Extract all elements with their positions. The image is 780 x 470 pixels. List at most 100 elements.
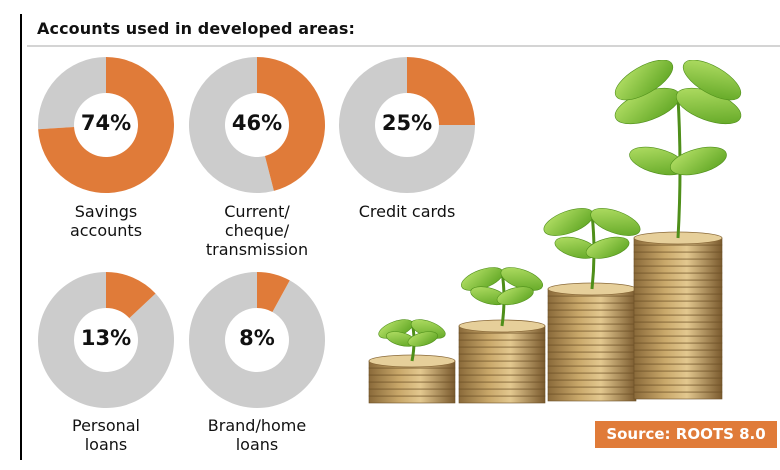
header-divider	[27, 45, 780, 47]
coin-icon	[633, 307, 723, 316]
coin-icon	[547, 330, 637, 339]
donut-caption: Current/cheque/transmission	[182, 202, 332, 259]
leaf-icon	[543, 208, 594, 236]
coin-icon	[547, 337, 637, 346]
coin-icon	[633, 251, 723, 260]
donut-caption: Credit cards	[332, 202, 482, 221]
donut-value-slice	[257, 272, 290, 312]
donut-value-label: 8%	[239, 326, 275, 350]
coin-icon	[547, 358, 637, 367]
donut-value-slice	[257, 57, 325, 191]
donut-remainder-slice	[37, 272, 174, 408]
left-divider	[20, 14, 22, 460]
coin-icon	[368, 367, 456, 376]
donut-caption-line: transmission	[205, 240, 309, 259]
donut-svg	[38, 57, 175, 193]
donut-caption: Savings accounts	[31, 202, 181, 240]
coin-icon	[633, 272, 723, 281]
coin-icon	[368, 388, 456, 397]
donut-caption-line: Savings	[74, 202, 138, 221]
coin-icon	[547, 316, 637, 325]
coin-icon	[547, 344, 637, 353]
donut-caption-line: loans	[84, 435, 128, 454]
coin-icon	[633, 363, 723, 372]
coin-icon	[368, 395, 456, 404]
coin-icon	[458, 360, 546, 369]
coin-icon	[547, 386, 637, 395]
coin-icon	[633, 342, 723, 351]
chart-title: Accounts used in developed areas:	[37, 19, 356, 38]
coin-icon	[368, 381, 456, 390]
leaf-icon	[590, 208, 641, 236]
coin-icon	[633, 391, 723, 400]
donut-value-label: 13%	[80, 326, 132, 350]
coin-icon	[633, 300, 723, 309]
coin-icon	[633, 279, 723, 288]
donut-value-slice	[407, 57, 475, 125]
donut-caption-line: accounts	[69, 221, 143, 240]
coin-icon	[458, 381, 546, 390]
coin-icon	[633, 328, 723, 337]
coin-icon	[368, 374, 456, 383]
coin-icon	[633, 384, 723, 393]
coin-icon	[547, 295, 637, 304]
coin-icon	[458, 332, 546, 341]
donut-chart: 13%	[36, 270, 176, 410]
coin-icon	[547, 379, 637, 388]
donut-remainder-slice	[38, 57, 106, 130]
coin-icon	[458, 353, 546, 362]
coin-icon	[633, 244, 723, 253]
coin-icon	[633, 335, 723, 344]
donut-chart: 74%	[36, 55, 176, 195]
donut-caption-line: Credit cards	[358, 202, 456, 221]
donut-remainder-slice	[189, 272, 325, 408]
donut-caption-line: Brand/home	[207, 416, 307, 435]
donut-remainder-slice	[188, 57, 274, 193]
coin-icon	[633, 258, 723, 267]
coin-icon	[458, 339, 546, 348]
donut-chart: 8%	[187, 270, 327, 410]
donut-caption-line: Current/	[224, 202, 290, 221]
leaf-icon	[682, 60, 742, 101]
donut-caption-line: cheque/	[224, 221, 290, 240]
coin-icon	[633, 377, 723, 386]
coin-stacks-with-seedlings-illustration	[368, 60, 742, 404]
donut-caption: Personal loans	[31, 416, 181, 454]
coin-icon	[633, 293, 723, 302]
donut-svg	[189, 272, 325, 408]
coin-icon	[633, 286, 723, 295]
coin-icon	[547, 351, 637, 360]
donut-value-label: 74%	[80, 111, 132, 135]
donut-value-label: 25%	[381, 111, 433, 135]
donut-chart: 25%	[337, 55, 477, 195]
donut-value-slice	[38, 57, 175, 193]
leaf-icon	[407, 331, 438, 347]
donut-chart: 46%	[187, 55, 327, 195]
coin-icon	[547, 302, 637, 311]
coin-icon	[458, 346, 546, 355]
donut-caption-line: Personal	[71, 416, 140, 435]
leaf-icon	[585, 236, 630, 259]
coin-icon	[547, 372, 637, 381]
coin-icon	[633, 370, 723, 379]
coin-icon	[633, 265, 723, 274]
coin-icon	[458, 395, 546, 404]
donut-value-label: 46%	[231, 111, 283, 135]
coin-icon	[547, 393, 637, 402]
coin-icon	[633, 356, 723, 365]
coin-icon	[633, 314, 723, 323]
leaf-icon	[496, 286, 534, 306]
coin-icon	[458, 374, 546, 383]
donut-svg	[188, 57, 325, 193]
coin-icon	[547, 323, 637, 332]
coin-icon	[633, 321, 723, 330]
coin-icon	[547, 365, 637, 374]
donut-caption-line: loans	[235, 435, 279, 454]
donut-caption: Brand/home loans	[182, 416, 332, 454]
leaf-icon	[614, 60, 674, 101]
coin-icon	[458, 388, 546, 397]
coin-icon	[458, 367, 546, 376]
donut-remainder-slice	[339, 57, 475, 194]
donut-svg	[37, 272, 174, 408]
source-badge: Source: ROOTS 8.0	[595, 421, 777, 448]
